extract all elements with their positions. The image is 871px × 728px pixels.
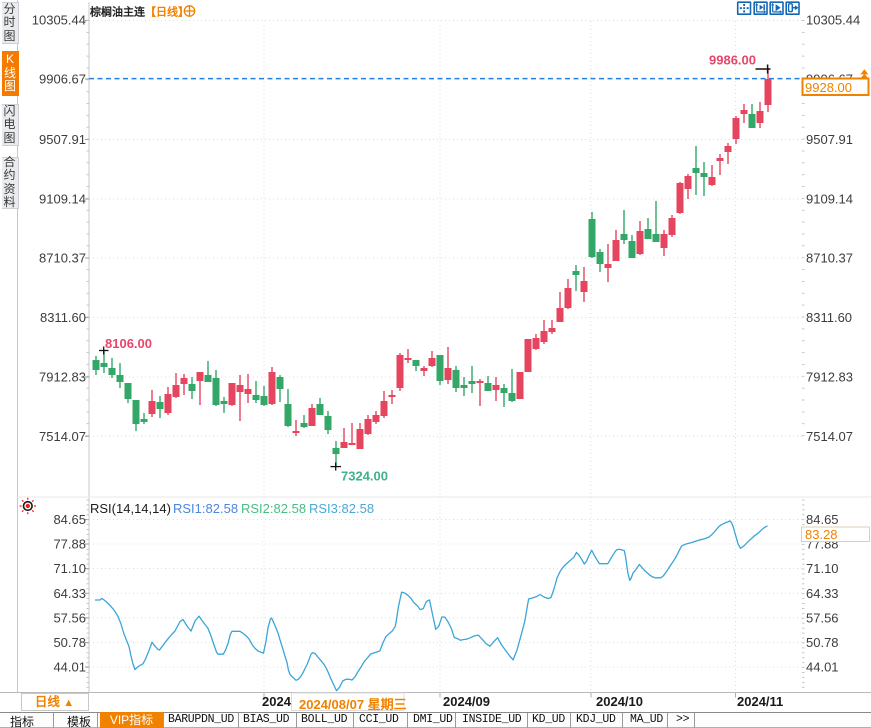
- svg-text:9109.14: 9109.14: [39, 192, 86, 207]
- svg-text:9109.14: 9109.14: [806, 192, 853, 207]
- svg-text:8710.37: 8710.37: [806, 251, 853, 266]
- svg-text:RSI(14,14,14): RSI(14,14,14): [90, 501, 171, 516]
- svg-text:9928.00: 9928.00: [805, 80, 852, 95]
- svg-text:7912.83: 7912.83: [39, 370, 86, 385]
- svg-text:7514.07: 7514.07: [39, 429, 86, 444]
- svg-text:64.33: 64.33: [806, 586, 839, 601]
- svg-text:9507.91: 9507.91: [806, 132, 853, 147]
- svg-text:10305.44: 10305.44: [806, 13, 860, 28]
- svg-text:7912.83: 7912.83: [806, 370, 853, 385]
- svg-text:57.56: 57.56: [806, 610, 839, 625]
- svg-text:9986.00: 9986.00: [709, 53, 756, 68]
- svg-text:44.01: 44.01: [53, 660, 86, 675]
- svg-text:44.01: 44.01: [806, 660, 839, 675]
- svg-text:64.33: 64.33: [53, 586, 86, 601]
- svg-text:71.10: 71.10: [53, 561, 86, 576]
- svg-text:7324.00: 7324.00: [341, 469, 388, 484]
- svg-text:9507.91: 9507.91: [39, 132, 86, 147]
- svg-text:77.88: 77.88: [53, 537, 86, 552]
- svg-text:RSI2:82.58: RSI2:82.58: [241, 501, 306, 516]
- svg-text:84.65: 84.65: [806, 512, 839, 527]
- svg-text:RSI3:82.58: RSI3:82.58: [309, 501, 374, 516]
- svg-text:8311.60: 8311.60: [40, 310, 86, 325]
- svg-text:8106.00: 8106.00: [105, 336, 152, 351]
- svg-text:9906.67: 9906.67: [39, 72, 86, 87]
- svg-text:57.56: 57.56: [53, 610, 86, 625]
- svg-text:50.78: 50.78: [53, 635, 86, 650]
- svg-text:棕榈油主连【日线】: 棕榈油主连【日线】: [89, 5, 189, 19]
- svg-text:RSI1:82.58: RSI1:82.58: [173, 501, 238, 516]
- svg-text:83.28: 83.28: [805, 527, 838, 542]
- svg-text:84.65: 84.65: [53, 512, 86, 527]
- svg-text:10305.44: 10305.44: [32, 13, 86, 28]
- svg-text:50.78: 50.78: [806, 635, 839, 650]
- svg-text:8710.37: 8710.37: [39, 251, 86, 266]
- svg-text:7514.07: 7514.07: [806, 429, 853, 444]
- svg-text:71.10: 71.10: [806, 561, 839, 576]
- svg-text:8311.60: 8311.60: [806, 310, 852, 325]
